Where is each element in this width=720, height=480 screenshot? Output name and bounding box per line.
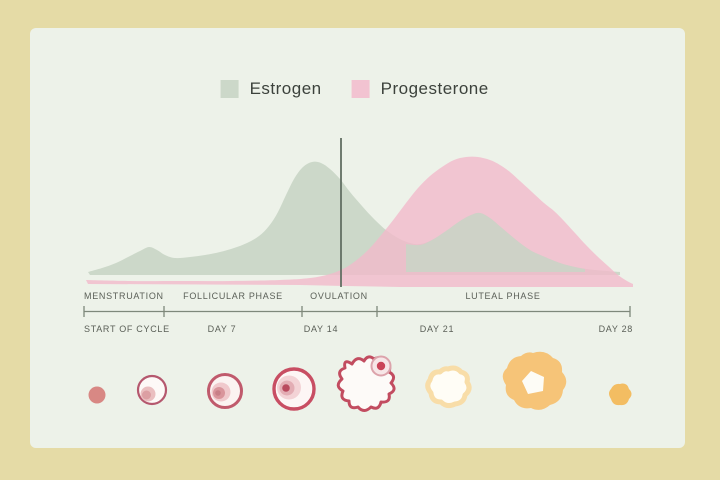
- follicle-day1-icon: [88, 386, 106, 404]
- day-label: DAY 28: [598, 324, 633, 334]
- day-label: DAY 14: [303, 324, 339, 334]
- day-label: START OF CYCLE: [84, 324, 170, 334]
- ovulation-rupture-icon: [336, 355, 396, 412]
- timeline-axis: [83, 306, 631, 317]
- phase-label: LUTEAL PHASE: [465, 291, 541, 301]
- follicle-mature-icon: [272, 367, 316, 411]
- day-label: DAY 7: [207, 324, 237, 334]
- phase-label: OVULATION: [310, 291, 368, 301]
- phase-label: MENSTRUATION: [84, 291, 164, 301]
- estrogen-swatch-icon: [220, 80, 239, 98]
- legend-item-estrogen: Estrogen: [220, 79, 322, 99]
- corpus-albicans-icon: [609, 383, 632, 406]
- day-label: DAY 21: [419, 324, 455, 334]
- progesterone-swatch-icon: [351, 80, 370, 98]
- follicle-stages-row: [88, 351, 632, 412]
- hormone-legend: Estrogen Progesterone: [220, 79, 489, 99]
- corpus-luteum-icon: [502, 351, 567, 410]
- phase-label: FOLLICULAR PHASE: [183, 291, 283, 301]
- legend-item-progesterone: Progesterone: [351, 79, 489, 99]
- legend-label: Estrogen: [249, 79, 322, 98]
- follicle-primary-icon: [136, 374, 168, 406]
- early-corpus-luteum-icon: [425, 365, 472, 409]
- follicle-secondary-icon: [207, 373, 243, 409]
- hormone-curves: [86, 138, 633, 287]
- estrogen-overlap-area: [406, 212, 585, 272]
- legend-label: Progesterone: [380, 79, 489, 98]
